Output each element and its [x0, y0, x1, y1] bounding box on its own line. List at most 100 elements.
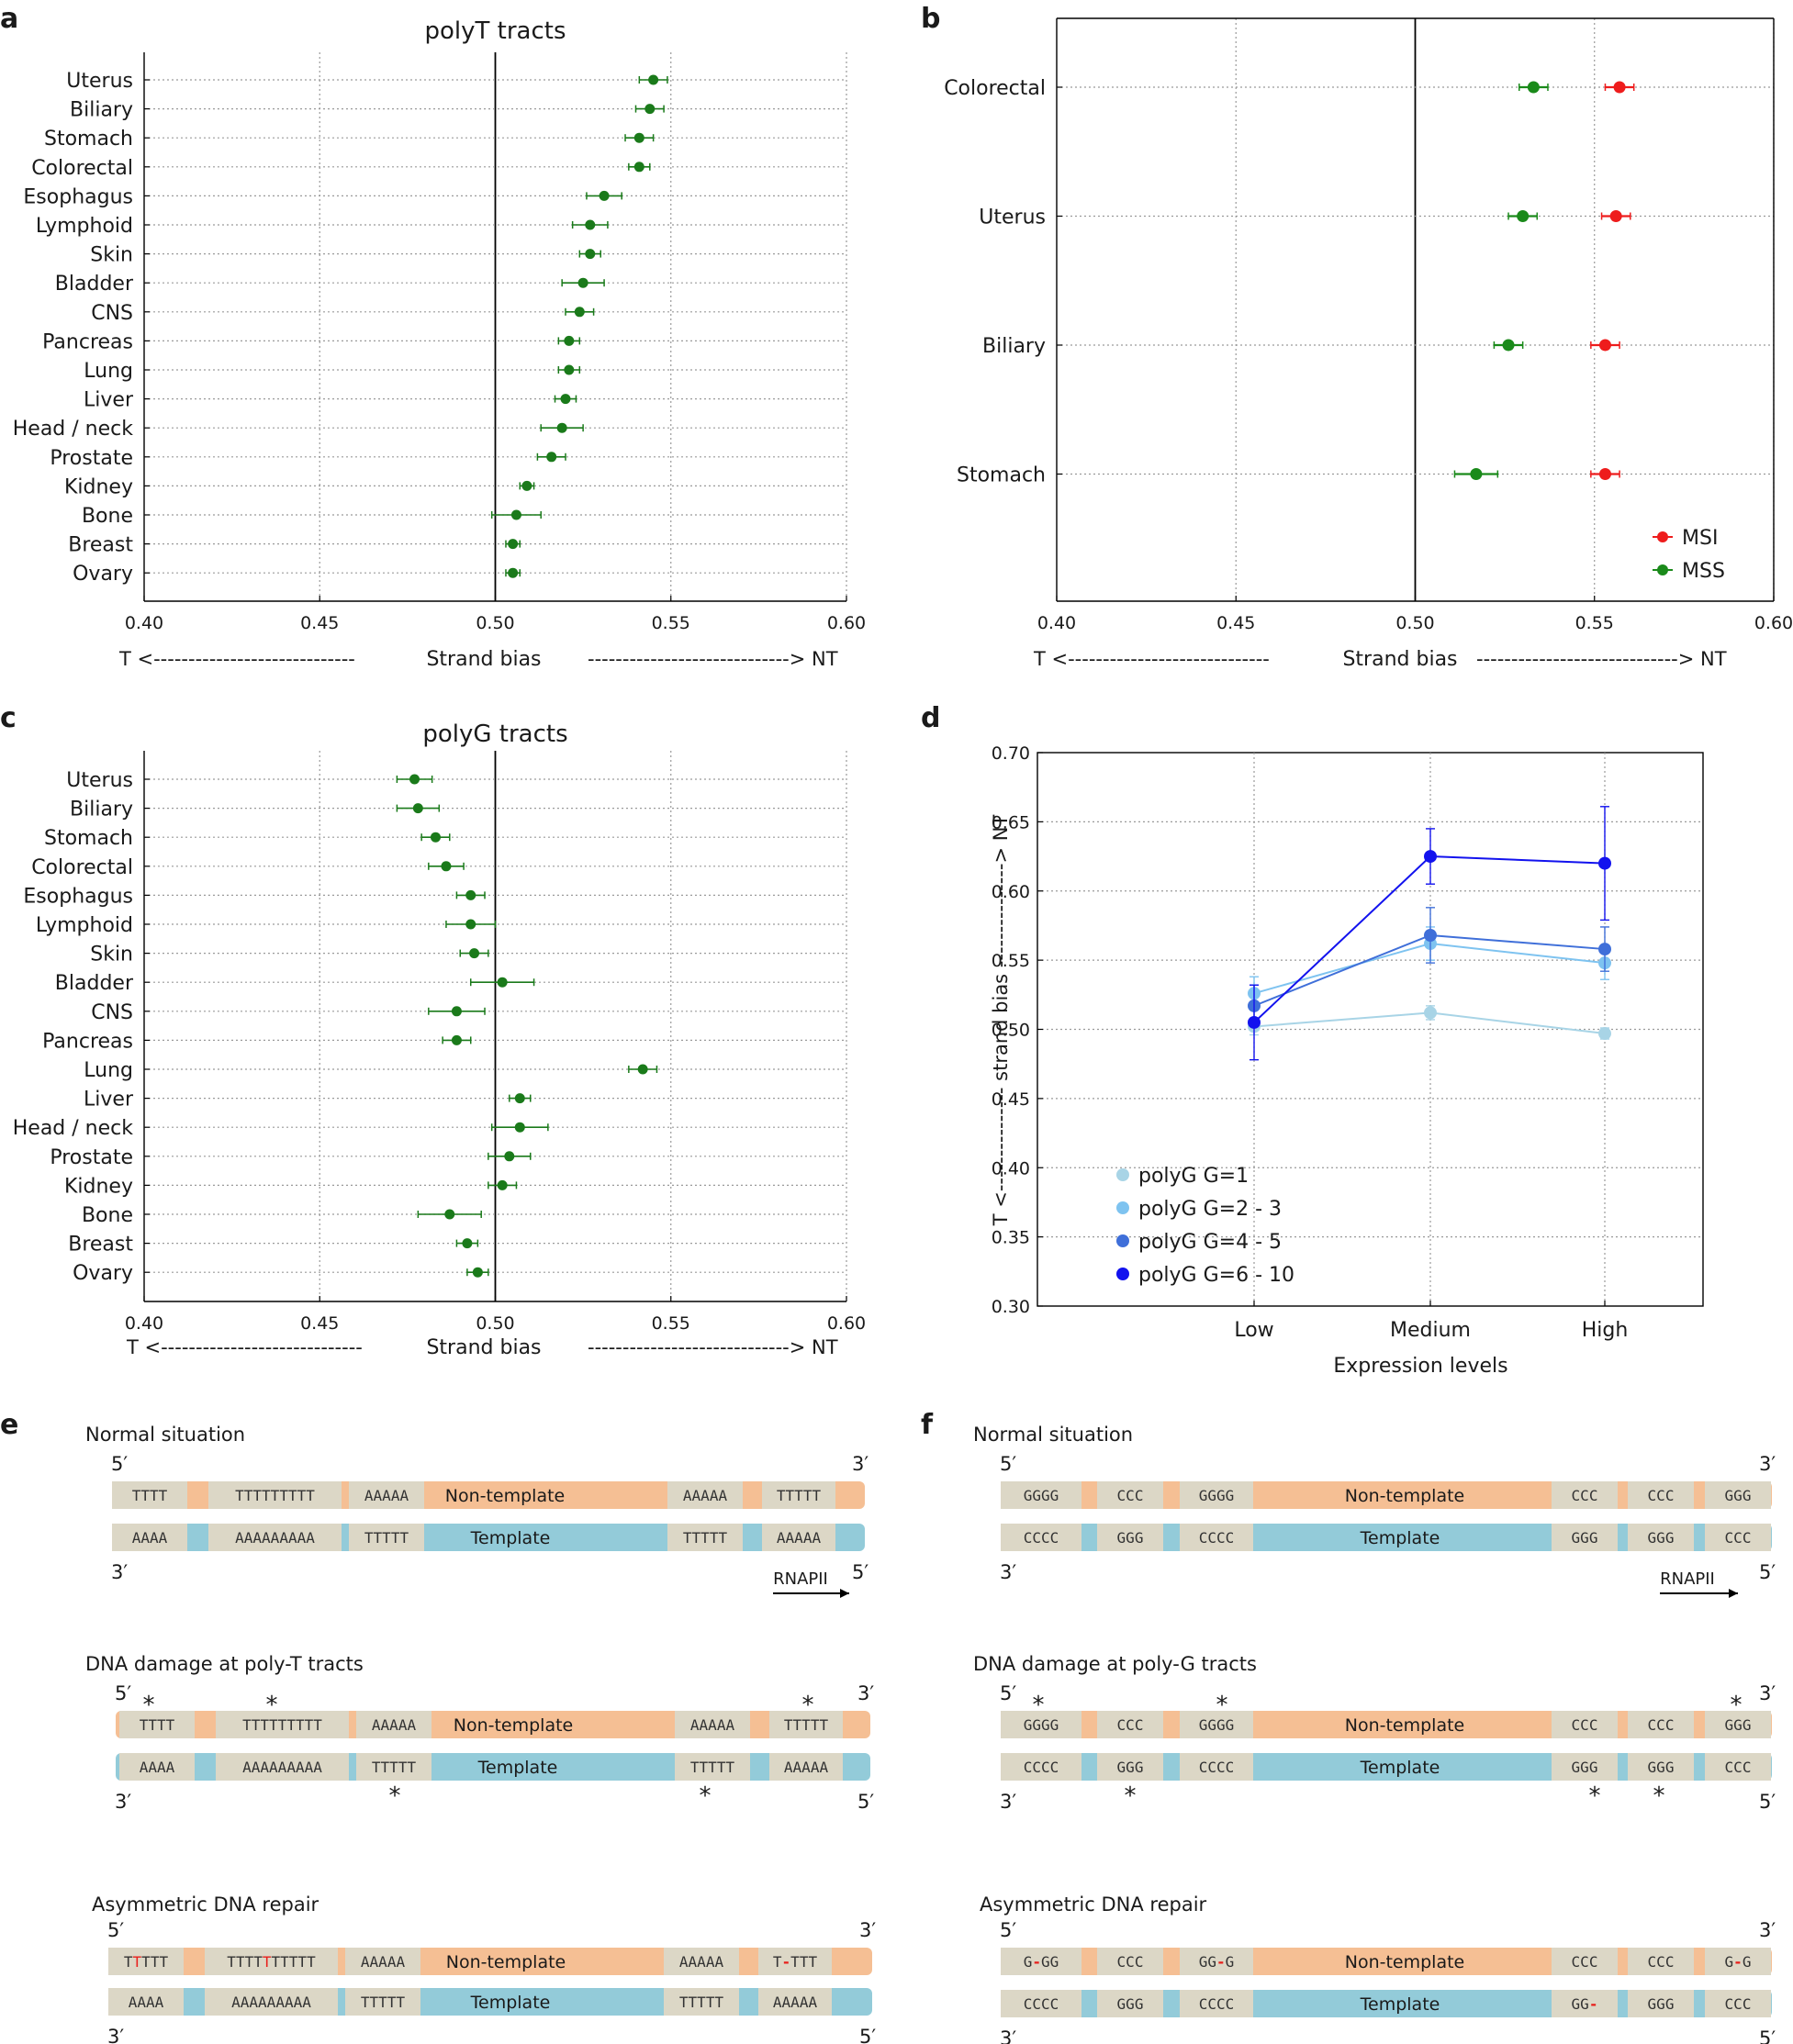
- base: C: [1216, 1759, 1226, 1776]
- base: A: [166, 1759, 175, 1776]
- base: G: [1226, 1716, 1235, 1734]
- base: A: [399, 1487, 409, 1504]
- nt-segment: [762, 1481, 835, 1509]
- base: T: [679, 1994, 689, 2011]
- base: G: [1580, 1759, 1589, 1776]
- data-point: [497, 977, 508, 988]
- base: C: [1665, 1716, 1675, 1734]
- base: T: [786, 1487, 795, 1504]
- category-label: Breast: [68, 1234, 133, 1257]
- base: G: [1041, 1953, 1050, 1971]
- base: C: [1580, 1487, 1589, 1504]
- base: G: [1580, 1995, 1589, 2013]
- data-point: [508, 539, 519, 550]
- base: A: [683, 1487, 692, 1504]
- nt-segment: [1628, 1948, 1694, 1975]
- base: T: [159, 1487, 168, 1504]
- t-sequence: AAAAAAAAA: [235, 1529, 315, 1547]
- base: A: [725, 1716, 734, 1734]
- three-prime-label: 3′: [1000, 2027, 1016, 2044]
- category-label: Bone: [82, 1204, 133, 1227]
- three-prime-label: 3′: [852, 1453, 868, 1475]
- t-segment: [1180, 1524, 1253, 1551]
- base: T: [159, 1953, 168, 1971]
- y-tick-label: 0.60: [992, 882, 1030, 902]
- base: A: [803, 1529, 812, 1547]
- base: A: [279, 1529, 288, 1547]
- base: T: [252, 1487, 262, 1504]
- y-tick-label: 0.30: [992, 1297, 1030, 1317]
- base: C: [1207, 1759, 1216, 1776]
- category-label: Biliary: [70, 99, 133, 122]
- base: G: [1665, 1759, 1675, 1776]
- base: T: [263, 1953, 272, 1971]
- nt-segment: [208, 1481, 342, 1509]
- t-sequence: GG-: [1572, 1995, 1598, 2013]
- base: C: [1665, 1487, 1675, 1504]
- base: T: [700, 1529, 710, 1547]
- base: T: [361, 1994, 370, 2011]
- base: A: [398, 1716, 408, 1734]
- base: C: [1743, 1995, 1752, 2013]
- base: T: [689, 1994, 698, 2011]
- base: A: [157, 1759, 166, 1776]
- legend-label: polyG G=6 - 10: [1138, 1264, 1294, 1287]
- category-label: Colorectal: [944, 77, 1046, 100]
- base: T: [166, 1716, 175, 1734]
- t-segment: [1001, 1524, 1081, 1551]
- base: T: [306, 1487, 315, 1504]
- base: C: [1733, 1759, 1743, 1776]
- chart-title: polyT tracts: [424, 17, 566, 45]
- base: T: [151, 1953, 160, 1971]
- nt-segment: [758, 1948, 832, 1975]
- nt-sequence: GG-G: [1199, 1953, 1235, 1971]
- base: A: [235, 1529, 244, 1547]
- t-segment: [1552, 1990, 1618, 2017]
- t-sequence: AAAAAAAAA: [242, 1759, 322, 1776]
- non-template-label: Non-template: [1345, 1952, 1465, 1972]
- nt-sequence: TTTT: [140, 1716, 175, 1734]
- data-point: [1502, 339, 1515, 352]
- t-segment: [112, 1524, 187, 1551]
- base: T: [297, 1953, 307, 1971]
- base: A: [697, 1953, 706, 1971]
- category-label: Bladder: [55, 972, 134, 995]
- t-segment: [119, 1753, 195, 1781]
- t-sequence: GGG: [1648, 1759, 1675, 1776]
- non-template-label: Non-template: [1345, 1486, 1465, 1506]
- base: T: [706, 1994, 715, 2011]
- data-point: [585, 219, 596, 230]
- base: G: [1743, 1716, 1752, 1734]
- x-label-right: -----------------------------> NT: [588, 648, 838, 670]
- panel-label-a: a: [0, 3, 18, 35]
- base: T: [370, 1994, 379, 2011]
- nt-segment: [664, 1948, 739, 1975]
- base: T: [777, 1487, 786, 1504]
- category-label: Bone: [82, 505, 133, 528]
- nt-sequence: GGG: [1725, 1716, 1752, 1734]
- base: T: [708, 1759, 717, 1776]
- base: A: [252, 1759, 261, 1776]
- base: C: [1199, 1995, 1208, 2013]
- base: T: [305, 1716, 314, 1734]
- nt-sequence: T-TTT: [773, 1953, 818, 1971]
- base: C: [1050, 1995, 1059, 2013]
- x-label-right: -----------------------------> NT: [588, 1336, 838, 1358]
- category-label: Kidney: [64, 475, 133, 498]
- data-point: [648, 74, 659, 85]
- base: C: [1199, 1529, 1208, 1547]
- base: G: [1126, 1995, 1135, 2013]
- base: A: [302, 1994, 311, 2011]
- nt-sequence: TTTTTTTTTT: [227, 1953, 316, 1971]
- data-point: [564, 335, 575, 346]
- chart-panel-a: 0.40 0.45 0.50 0.55 0.60 polyT tracts Uterus Bi…: [13, 17, 866, 671]
- nt-segment: [349, 1481, 424, 1509]
- template-label: Template: [1360, 1994, 1440, 2015]
- t-sequence: AAAAA: [773, 1994, 818, 2011]
- base: G: [1207, 1716, 1216, 1734]
- nt-sequence: CCC: [1117, 1487, 1144, 1504]
- y-label: T <--------------- strand bias ---------…: [990, 815, 1012, 1227]
- three-prime-label: 3′: [1000, 1561, 1016, 1583]
- base: T: [313, 1716, 322, 1734]
- category-label: Stomach: [44, 128, 133, 151]
